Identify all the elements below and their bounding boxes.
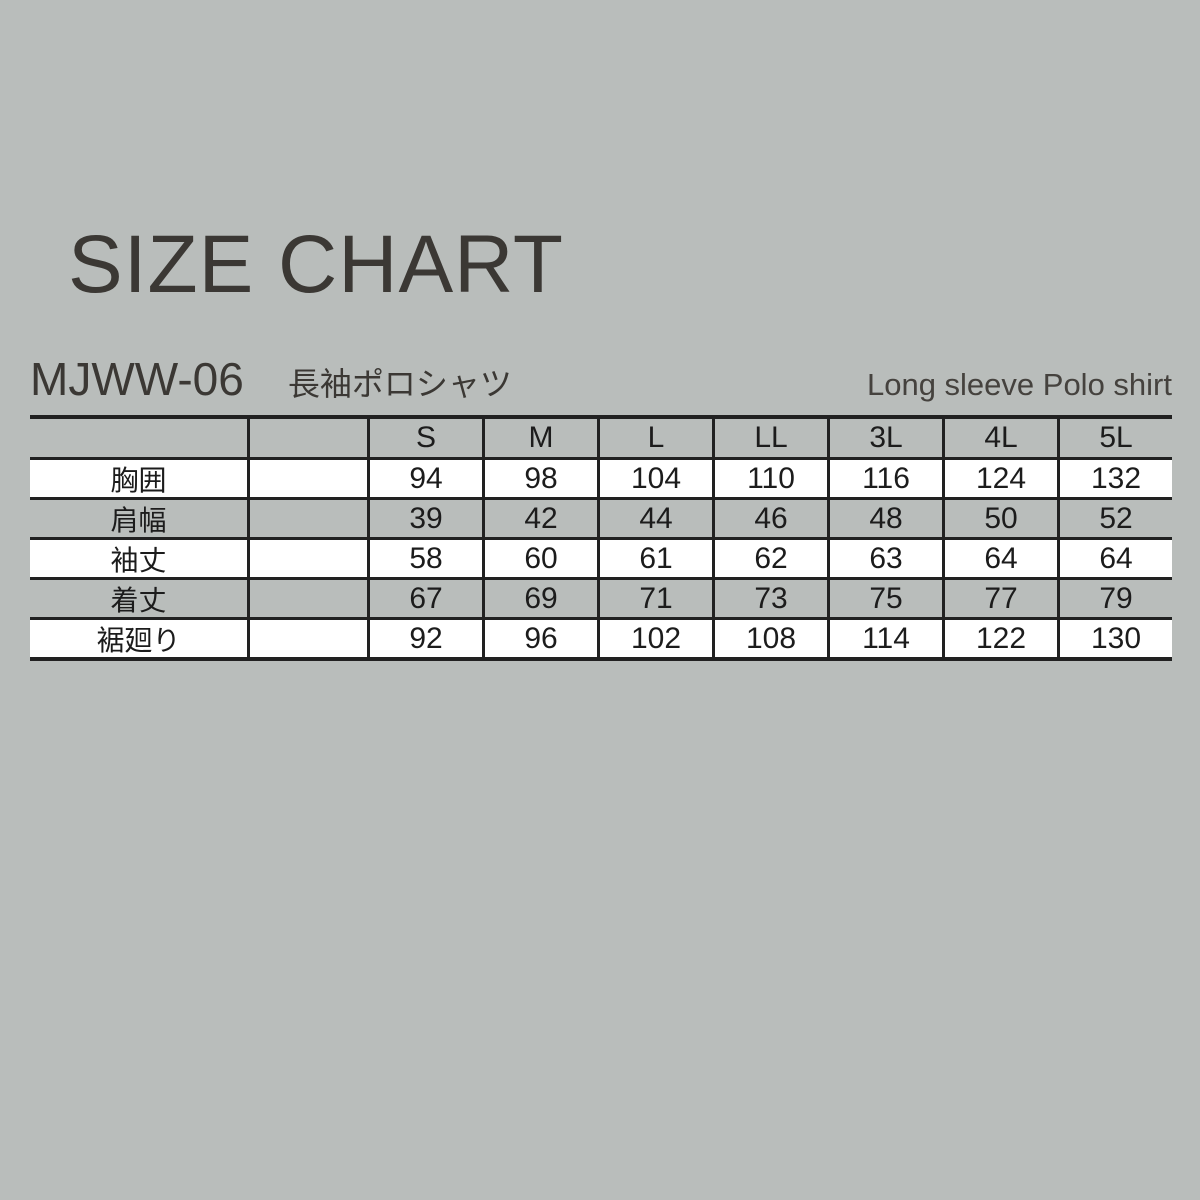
row-length-value-s: 67 bbox=[367, 580, 482, 617]
row-sleeve-value-m: 60 bbox=[482, 540, 597, 577]
row-sleeve-unit-cell bbox=[247, 540, 367, 577]
row-chest-unit-cell bbox=[247, 460, 367, 497]
size-table-header-row: S M L LL 3L 4L 5L bbox=[30, 419, 1172, 460]
row-length-value-4l: 77 bbox=[942, 580, 1057, 617]
row-sleeve-value-ll: 62 bbox=[712, 540, 827, 577]
size-table: S M L LL 3L 4L 5L 胸囲 94 98 104 110 116 1… bbox=[30, 415, 1172, 661]
row-shoulder-value-4l: 50 bbox=[942, 500, 1057, 537]
row-chest-value-4l: 124 bbox=[942, 460, 1057, 497]
row-chest-value-m: 98 bbox=[482, 460, 597, 497]
row-chest-value-3l: 116 bbox=[827, 460, 942, 497]
row-shoulder-value-l: 44 bbox=[597, 500, 712, 537]
row-hem-unit-cell bbox=[247, 620, 367, 657]
row-length-value-m: 69 bbox=[482, 580, 597, 617]
row-hem-value-s: 92 bbox=[367, 620, 482, 657]
header-cell-size-3l: 3L bbox=[827, 419, 942, 457]
row-chest-value-s: 94 bbox=[367, 460, 482, 497]
header-cell-size-4l: 4L bbox=[942, 419, 1057, 457]
header-cell-size-ll: LL bbox=[712, 419, 827, 457]
row-length-value-3l: 75 bbox=[827, 580, 942, 617]
product-name-english: Long sleeve Polo shirt bbox=[866, 367, 1172, 402]
row-chest-value-ll: 110 bbox=[712, 460, 827, 497]
row-length-value-ll: 73 bbox=[712, 580, 827, 617]
row-hem-value-m: 96 bbox=[482, 620, 597, 657]
row-label-shoulder: 肩幅 bbox=[110, 504, 167, 536]
row-shoulder-unit-cell bbox=[247, 500, 367, 537]
row-shoulder-value-ll: 46 bbox=[712, 500, 827, 537]
row-sleeve-value-3l: 63 bbox=[827, 540, 942, 577]
row-shoulder-value-s: 39 bbox=[367, 500, 482, 537]
row-sleeve-value-5l: 64 bbox=[1057, 540, 1172, 577]
header-cell-size-m: M bbox=[482, 419, 597, 457]
table-row-sleeve: 袖丈 58 60 61 62 63 64 64 bbox=[30, 540, 1172, 580]
row-chest-value-5l: 132 bbox=[1057, 460, 1172, 497]
row-hem-value-5l: 130 bbox=[1057, 620, 1172, 657]
row-sleeve-value-s: 58 bbox=[367, 540, 482, 577]
row-sleeve-value-l: 61 bbox=[597, 540, 712, 577]
page-title: SIZE CHART bbox=[68, 219, 564, 310]
row-label-hem: 裾廻り bbox=[96, 624, 181, 656]
header-cell-size-5l: 5L bbox=[1057, 419, 1172, 457]
table-row-shoulder: 肩幅 39 42 44 46 48 50 52 bbox=[30, 500, 1172, 540]
header-cell-size-l: L bbox=[597, 419, 712, 457]
row-shoulder-value-3l: 48 bbox=[827, 500, 942, 537]
header-label-spacer-cell bbox=[30, 419, 247, 457]
table-row-length: 着丈 67 69 71 73 75 77 79 bbox=[30, 580, 1172, 620]
row-label-length: 着丈 bbox=[110, 584, 167, 616]
product-name-japanese: 長袖ポロシャツ bbox=[287, 366, 512, 402]
row-length-unit-cell bbox=[247, 580, 367, 617]
row-label-chest: 胸囲 bbox=[110, 464, 167, 496]
table-row-chest: 胸囲 94 98 104 110 116 124 132 bbox=[30, 460, 1172, 500]
product-info-row: MJWW-06 長袖ポロシャツ Long sleeve Polo shirt bbox=[30, 352, 1172, 406]
header-unit-spacer-cell bbox=[247, 419, 367, 457]
row-hem-value-3l: 114 bbox=[827, 620, 942, 657]
table-row-hem: 裾廻り 92 96 102 108 114 122 130 bbox=[30, 620, 1172, 657]
header-cell-size-s: S bbox=[367, 419, 482, 457]
row-chest-value-l: 104 bbox=[597, 460, 712, 497]
row-hem-value-l: 102 bbox=[597, 620, 712, 657]
row-sleeve-value-4l: 64 bbox=[942, 540, 1057, 577]
row-shoulder-value-m: 42 bbox=[482, 500, 597, 537]
row-length-value-5l: 79 bbox=[1057, 580, 1172, 617]
row-shoulder-value-5l: 52 bbox=[1057, 500, 1172, 537]
row-hem-value-4l: 122 bbox=[942, 620, 1057, 657]
product-code: MJWW-06 bbox=[30, 353, 244, 405]
row-label-sleeve: 袖丈 bbox=[110, 544, 167, 576]
row-length-value-l: 71 bbox=[597, 580, 712, 617]
row-hem-value-ll: 108 bbox=[712, 620, 827, 657]
